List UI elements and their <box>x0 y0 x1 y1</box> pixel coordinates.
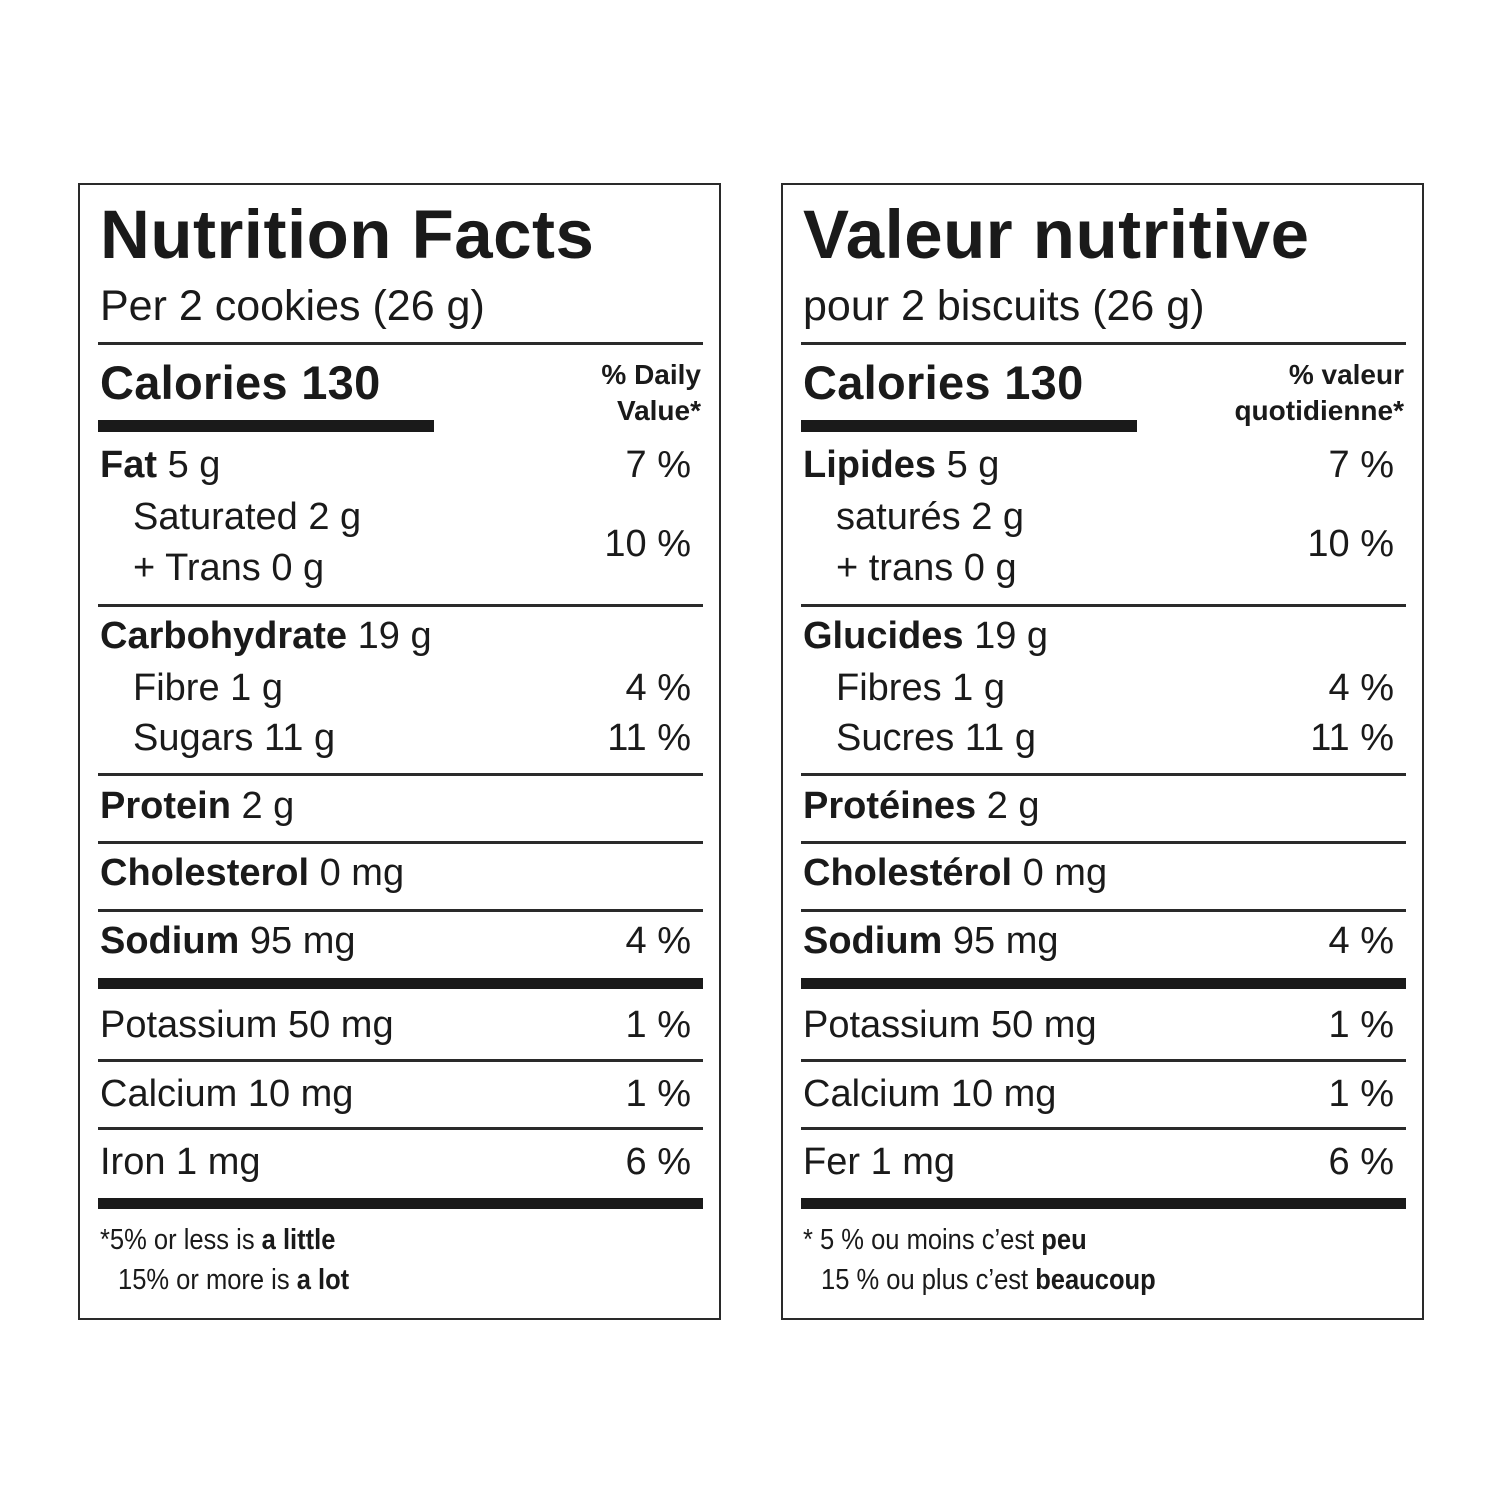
serving-size: pour 2 biscuits (26 g) <box>803 282 1205 330</box>
calories-label: Calories 130 <box>100 356 381 409</box>
panel-title: Nutrition Facts <box>100 196 595 273</box>
serving-size: Per 2 cookies (26 g) <box>100 282 485 330</box>
thick-divider <box>98 1198 703 1209</box>
panel-title: Valeur nutritive <box>803 196 1310 273</box>
divider <box>801 1127 1406 1130</box>
divider <box>801 841 1406 844</box>
divider <box>98 1127 703 1130</box>
divider <box>801 909 1406 912</box>
thick-divider <box>801 978 1406 989</box>
nutrition-facts-panel-english: Nutrition Facts Per 2 cookies (26 g) Cal… <box>78 183 721 1320</box>
nutrition-facts-panel-french: Valeur nutritive pour 2 biscuits (26 g) … <box>781 183 1424 1320</box>
divider <box>801 604 1406 607</box>
daily-value-header: % Daily Value* <box>601 359 701 426</box>
footnote-line-1: * 5 % ou moins c’est peu <box>803 1224 1087 1256</box>
footnote-line-2: 15 % ou plus c’est beaucoup <box>821 1264 1156 1296</box>
thick-divider <box>98 978 703 989</box>
divider <box>98 1059 703 1062</box>
calories-bar <box>801 420 1137 432</box>
divider <box>98 909 703 912</box>
divider <box>98 773 703 776</box>
divider <box>801 773 1406 776</box>
divider <box>98 841 703 844</box>
daily-value-header: % valeur quotidienne* <box>1234 359 1404 426</box>
divider <box>98 342 703 345</box>
calories-bar <box>98 420 434 432</box>
calories-label: Calories 130 <box>803 356 1084 409</box>
thick-divider <box>801 1198 1406 1209</box>
footnote-line-2: 15% or more is a lot <box>118 1264 350 1296</box>
footnote-line-1: *5% or less is a little <box>100 1224 336 1256</box>
divider <box>98 604 703 607</box>
divider <box>801 1059 1406 1062</box>
divider <box>801 342 1406 345</box>
